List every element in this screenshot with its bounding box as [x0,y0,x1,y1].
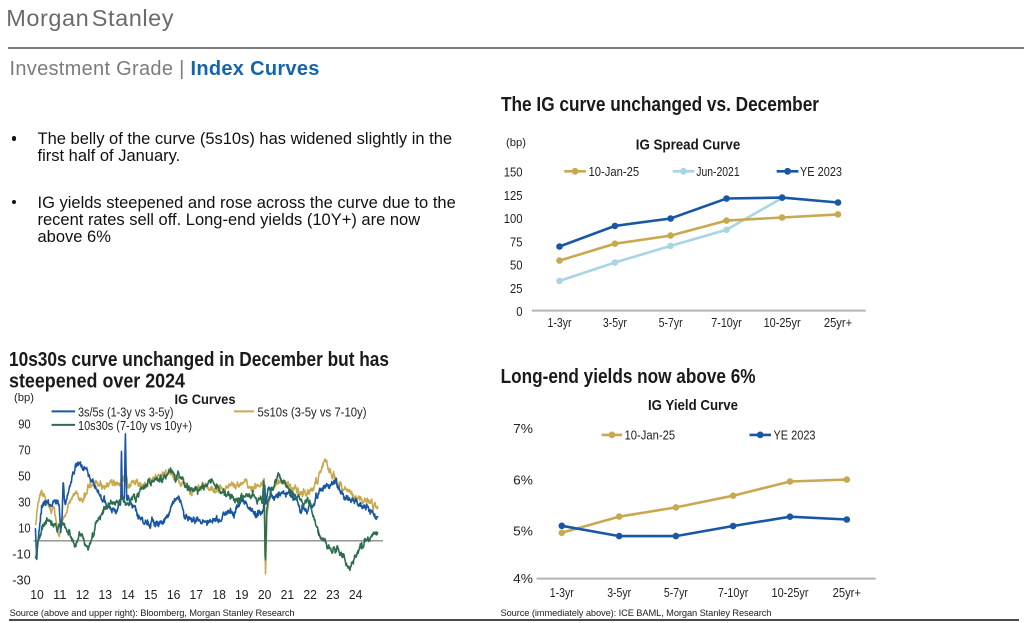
svg-text:7-10yr: 7-10yr [711,315,742,330]
svg-text:50: 50 [18,468,31,483]
svg-text:10-25yr: 10-25yr [764,315,802,330]
svg-text:10-Jan-25: 10-Jan-25 [589,164,640,179]
svg-text:10-Jan-25: 10-Jan-25 [625,428,676,443]
svg-text:1-3yr: 1-3yr [550,585,575,600]
svg-text:7%: 7% [513,421,533,436]
svg-text:(bp): (bp) [14,392,34,404]
svg-text:IG Curves: IG Curves [175,391,236,407]
svg-text:17: 17 [190,587,204,602]
svg-text:1-3yr: 1-3yr [548,315,573,330]
svg-text:20: 20 [258,587,272,602]
svg-text:Jun-2021: Jun-2021 [696,164,739,179]
svg-text:5-7yr: 5-7yr [659,315,684,330]
svg-text:11: 11 [53,587,67,602]
svg-text:14: 14 [121,587,135,602]
svg-text:21: 21 [281,587,295,602]
svg-text:18: 18 [212,587,226,602]
svg-text:YE 2023: YE 2023 [774,428,816,443]
svg-text:23: 23 [326,587,340,602]
svg-text:steepened over 2024: steepened over 2024 [9,371,186,393]
svg-text:25yr+: 25yr+ [833,585,861,600]
svg-text:50: 50 [510,258,523,273]
svg-text:The IG curve unchanged vs. Dec: The IG curve unchanged vs. December [501,94,819,116]
svg-text:-30: -30 [12,572,30,587]
svg-text:19: 19 [235,587,249,602]
svg-text:30: 30 [18,494,31,509]
svg-text:16: 16 [167,587,181,602]
svg-text:7-10yr: 7-10yr [718,585,749,600]
svg-text:IG Spread Curve: IG Spread Curve [636,137,741,154]
svg-text:150: 150 [504,165,523,180]
svg-text:24: 24 [349,587,363,602]
svg-text:10s30s curve unchanged in Dece: 10s30s curve unchanged in December but h… [9,349,389,371]
svg-text:75: 75 [510,234,523,249]
svg-text:IG Yield Curve: IG Yield Curve [648,397,738,414]
svg-text:10s30s (7-10y vs 10y+): 10s30s (7-10y vs 10y+) [78,418,192,433]
svg-text:-10: -10 [12,546,30,561]
svg-text:3s/5s (1-3y vs 3-5y): 3s/5s (1-3y vs 3-5y) [78,405,174,420]
svg-text:YE 2023: YE 2023 [800,164,842,179]
svg-text:6%: 6% [513,473,533,488]
svg-text:5s10s (3-5y vs 7-10y): 5s10s (3-5y vs 7-10y) [258,405,367,420]
svg-text:5-7yr: 5-7yr [664,585,689,600]
svg-text:70: 70 [18,443,31,458]
svg-text:125: 125 [504,188,523,203]
svg-text:100: 100 [504,211,523,226]
svg-text:(bp): (bp) [506,137,526,149]
svg-text:0: 0 [516,304,522,319]
svg-text:25yr+: 25yr+ [824,315,852,330]
svg-text:90: 90 [18,417,31,432]
svg-text:25: 25 [510,281,523,296]
svg-text:3-5yr: 3-5yr [607,585,632,600]
svg-text:5%: 5% [513,523,533,538]
svg-text:10-25yr: 10-25yr [772,585,810,600]
svg-text:10: 10 [18,520,31,535]
svg-text:22: 22 [303,587,317,602]
svg-text:10: 10 [30,587,44,602]
svg-text:12: 12 [76,587,90,602]
svg-text:4%: 4% [513,571,533,586]
svg-text:13: 13 [99,587,113,602]
svg-text:3-5yr: 3-5yr [603,315,628,330]
svg-text:15: 15 [144,587,158,602]
svg-text:Long-end yields now above 6%: Long-end yields now above 6% [501,366,756,388]
